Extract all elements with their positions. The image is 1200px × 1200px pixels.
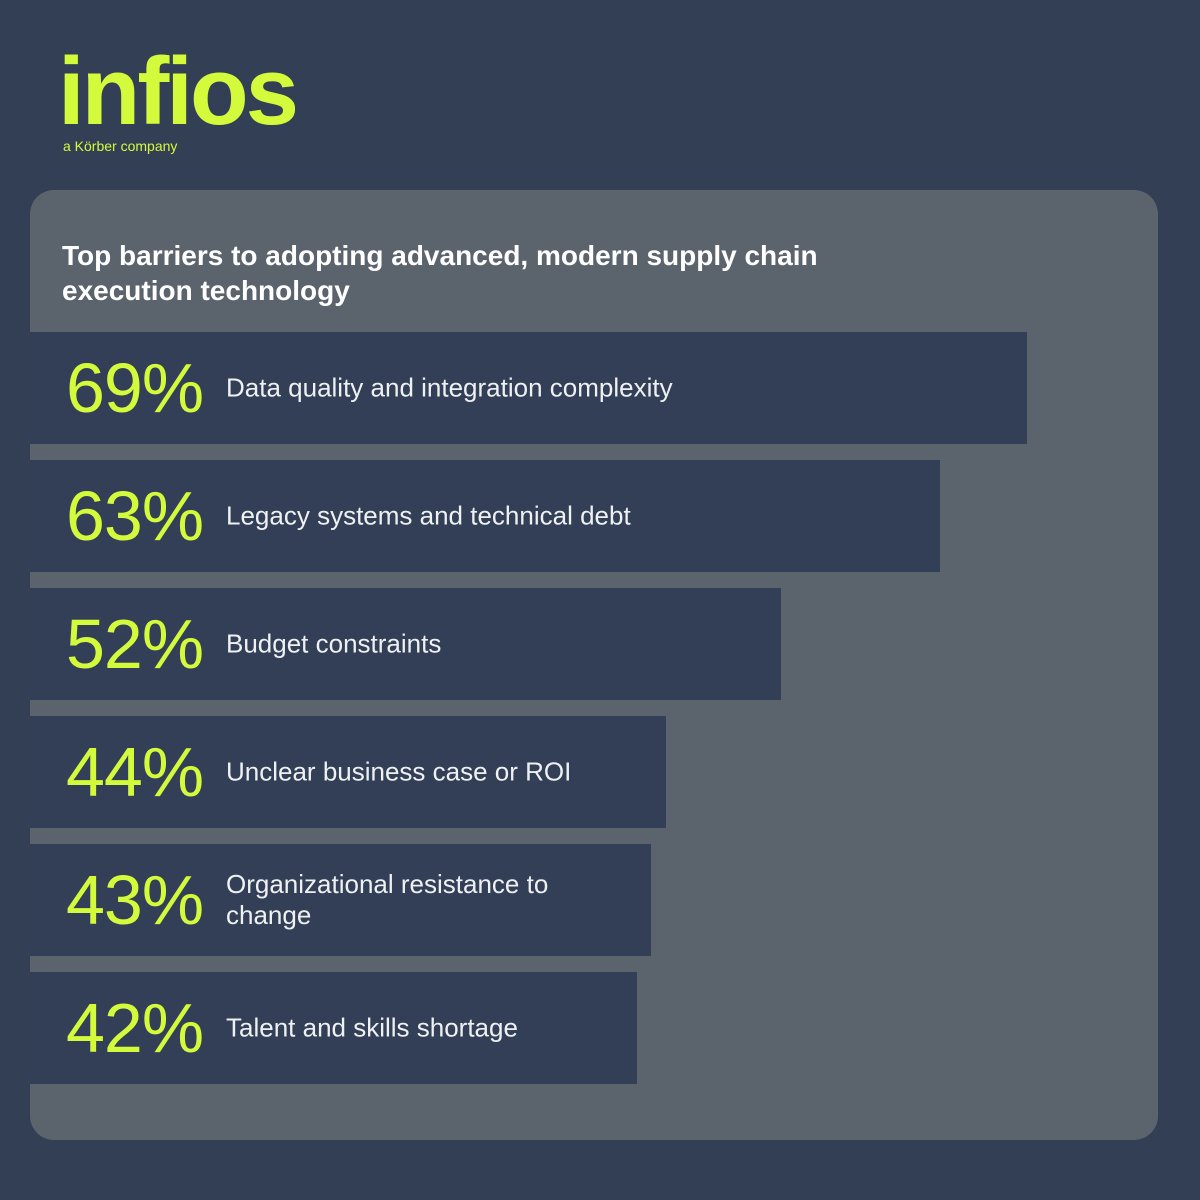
bar: [30, 972, 637, 1084]
category-label: Legacy systems and technical debt: [226, 500, 631, 531]
brand-tagline: a Körber company: [63, 138, 178, 154]
category-label: Unclear business case or ROI: [226, 756, 572, 787]
value-label: 44%: [66, 733, 204, 811]
value-label: 52%: [66, 605, 204, 683]
value-label: 43%: [66, 861, 204, 939]
category-label: Organizational resistance to change: [226, 869, 549, 930]
value-label: 63%: [66, 477, 204, 555]
category-label: Budget constraints: [226, 628, 442, 659]
bar: [30, 844, 652, 956]
chart-title: Top barriers to adopting advanced, moder…: [62, 240, 818, 306]
value-label: 69%: [66, 349, 204, 427]
category-label: Data quality and integration complexity: [226, 372, 673, 403]
bar: [30, 332, 1028, 444]
bar: [30, 460, 941, 572]
bar: [30, 716, 666, 828]
category-label: Talent and skills shortage: [226, 1012, 518, 1043]
brand-logo: infios: [58, 38, 299, 145]
bar: [30, 588, 782, 700]
value-label: 42%: [66, 989, 204, 1067]
